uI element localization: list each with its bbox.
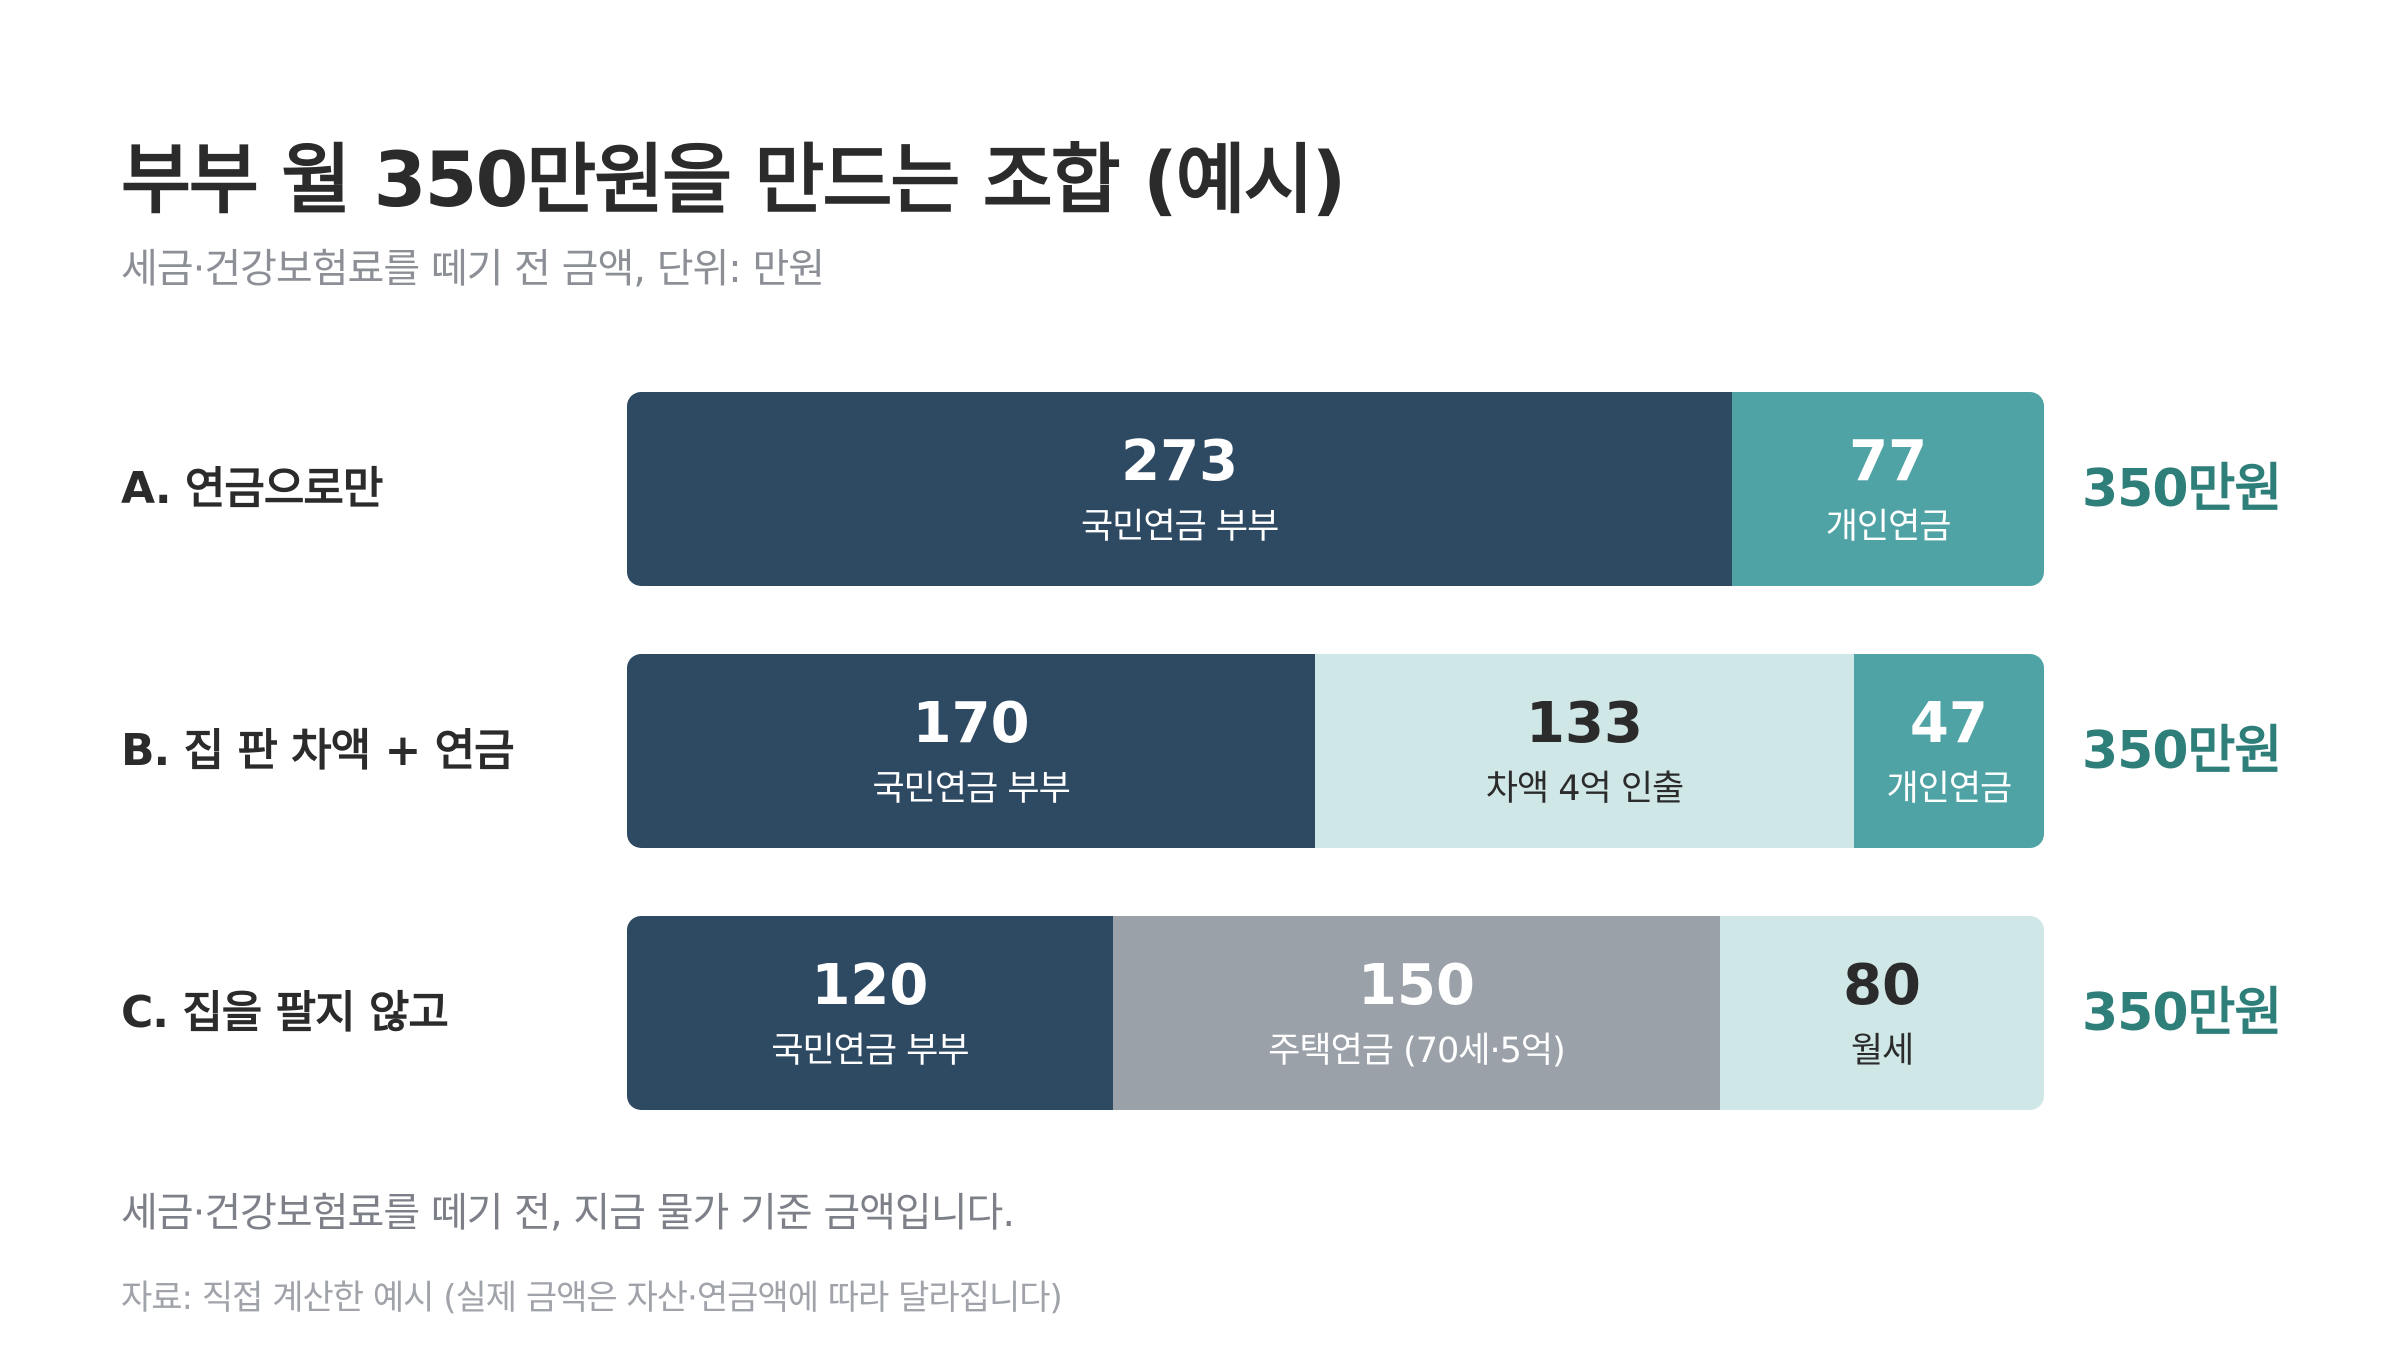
chart-title: 부부 월 350만원을 만드는 조합 (예시) xyxy=(121,135,1346,224)
row-category-label: A. 연금으로만 xyxy=(121,463,383,514)
segment-value-label: 47 xyxy=(1909,690,1988,756)
segment-category-label: 개인연금 xyxy=(1825,506,1952,547)
chart-subtitle: 세금·건강보험료를 떼기 전 금액, 단위: 만원 xyxy=(121,246,825,292)
segment-category-label: 월세 xyxy=(1850,1030,1914,1071)
bar-segment: 170 국민연금 부부 xyxy=(627,654,1316,848)
source-note: 자료: 직접 계산한 예시 (실제 금액은 자산·연금액에 따라 달라집니다) xyxy=(121,1278,1063,1318)
row-category-label: B. 집 판 차액 + 연금 xyxy=(121,725,515,776)
bar-segment: 80 월세 xyxy=(1720,916,2044,1110)
bar-row: C. 집을 팔지 않고 120 국민연금 부부 150 주택연금 (70세·5억) 80 월… xyxy=(0,916,2400,1110)
segment-category-label: 국민연금 부부 xyxy=(771,1030,969,1071)
segment-category-label: 국민연금 부부 xyxy=(1080,506,1279,547)
segment-category-label: 주택연금 (70세·5억) xyxy=(1268,1030,1566,1071)
bar-row: B. 집 판 차액 + 연금 170 국민연금 부부 133 차액 4억 인출 47 개인연… xyxy=(0,654,2400,848)
segment-value-label: 273 xyxy=(1121,428,1239,494)
segment-category-label: 개인연금 xyxy=(1886,768,2012,809)
bar-segment: 150 주택연금 (70세·5억) xyxy=(1112,916,1721,1110)
bar-segment: 273 국민연금 부부 xyxy=(627,392,1733,586)
row-total-label: 350만원 xyxy=(2082,721,2282,781)
segment-value-label: 120 xyxy=(811,952,929,1018)
footnote: 세금·건강보험료를 떼기 전, 지금 물가 기준 금액입니다. xyxy=(121,1190,1015,1236)
segment-value-label: 170 xyxy=(912,690,1030,756)
stacked-bar: 120 국민연금 부부 150 주택연금 (70세·5억) 80 월세 xyxy=(627,916,2044,1110)
segment-value-label: 77 xyxy=(1849,428,1928,494)
segment-value-label: 150 xyxy=(1358,952,1475,1018)
segment-category-label: 국민연금 부부 xyxy=(872,768,1070,809)
row-total-label: 350만원 xyxy=(2082,983,2282,1043)
segment-category-label: 차액 4억 인출 xyxy=(1485,768,1685,809)
stacked-bar: 273 국민연금 부부 77 개인연금 xyxy=(627,392,2044,586)
row-total-label: 350만원 xyxy=(2082,459,2282,519)
segment-value-label: 80 xyxy=(1843,952,1922,1018)
bar-segment: 133 차액 4억 인출 xyxy=(1315,654,1854,848)
segment-value-label: 133 xyxy=(1526,690,1643,756)
row-category-label: C. 집을 팔지 않고 xyxy=(121,987,449,1038)
bar-segment: 47 개인연금 xyxy=(1853,654,2044,848)
bar-row: A. 연금으로만 273 국민연금 부부 77 개인연금 350만원 xyxy=(0,392,2400,586)
bar-segment: 120 국민연금 부부 xyxy=(627,916,1113,1110)
bar-segment: 77 개인연금 xyxy=(1732,392,2044,586)
stacked-bar: 170 국민연금 부부 133 차액 4억 인출 47 개인연금 xyxy=(627,654,2044,848)
